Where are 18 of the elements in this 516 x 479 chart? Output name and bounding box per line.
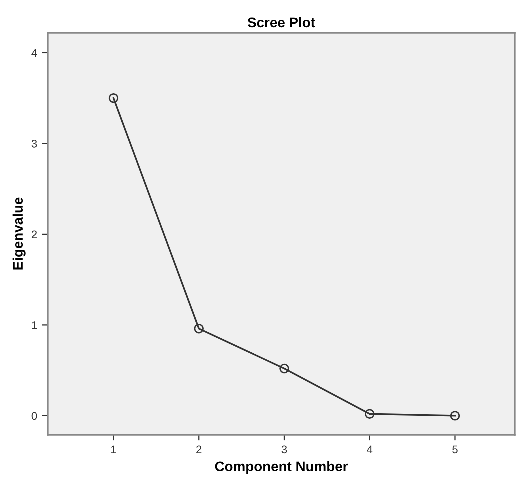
x-axis-title: Component Number [215,461,348,474]
y-tick-label: 4 [32,49,38,57]
x-tick-label: 1 [111,446,116,454]
x-tick-label: 4 [367,446,373,454]
point [194,324,204,334]
y-tick-label: 1 [32,322,38,330]
point [280,364,290,374]
y-tick-label: 3 [32,140,38,148]
point [450,411,460,421]
x-tick-label: 3 [282,446,288,454]
point [108,93,119,104]
x-tick-label: 2 [196,446,202,454]
chart-title: Scree Plot [248,17,316,28]
point [365,409,375,419]
y-tick-label: 2 [32,230,38,238]
y-tick-label: 0 [32,412,38,420]
y-axis-title: Eigenvalue [12,198,26,270]
x-tick-label: 5 [452,446,458,454]
